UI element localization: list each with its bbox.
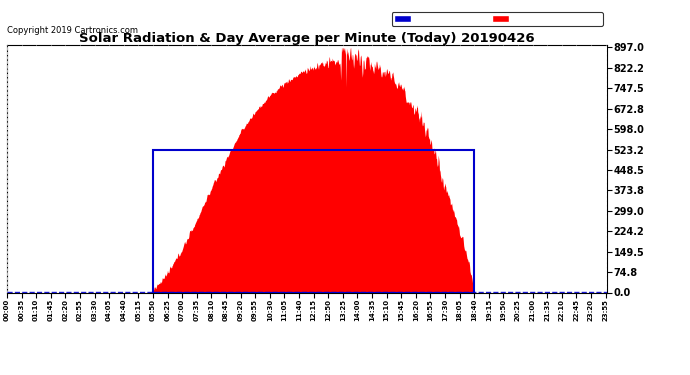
Legend: Median (W/m2), Radiation (W/m2): Median (W/m2), Radiation (W/m2) — [392, 12, 603, 26]
Text: Copyright 2019 Cartronics.com: Copyright 2019 Cartronics.com — [7, 26, 138, 35]
Bar — [153, 150, 474, 292]
Title: Solar Radiation & Day Average per Minute (Today) 20190426: Solar Radiation & Day Average per Minute… — [79, 32, 535, 45]
